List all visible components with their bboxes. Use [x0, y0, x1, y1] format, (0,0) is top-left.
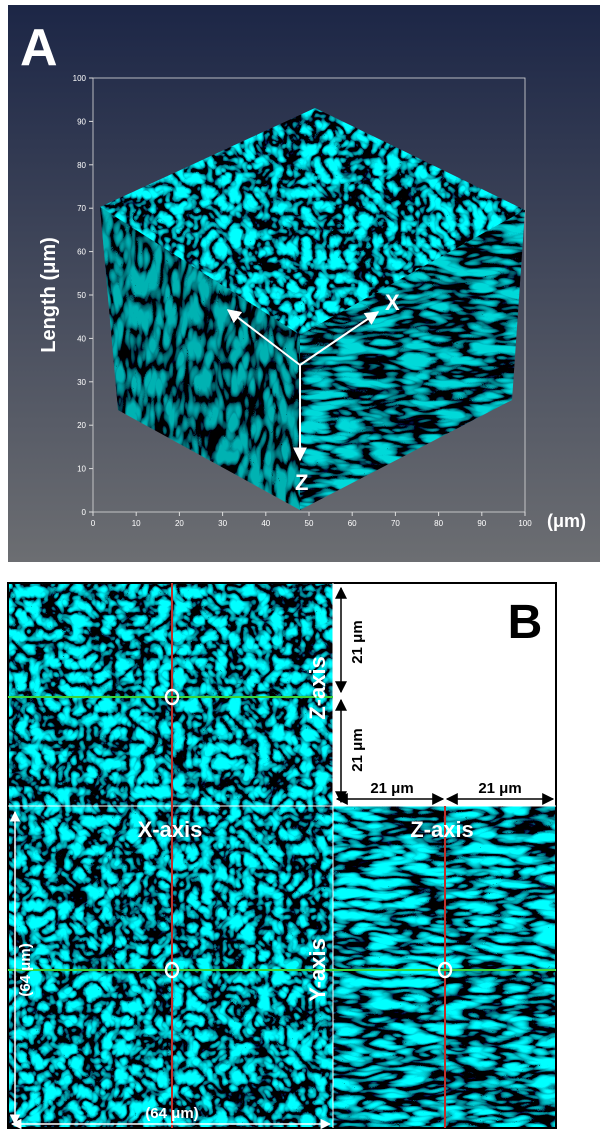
x-tick-label: 30 — [218, 519, 227, 528]
view-label: Z-axis — [305, 656, 330, 720]
dimension-label: 21 μm — [370, 780, 413, 797]
x-tick-label: 80 — [434, 519, 443, 528]
x-axis-unit: (μm) — [547, 511, 586, 531]
panel-label: A — [20, 19, 58, 77]
dimension-label: 21 μm — [478, 780, 521, 797]
x-tick-label: 60 — [348, 519, 357, 528]
x-tick-label: 70 — [391, 519, 400, 528]
dimension-label: (64 μm) — [17, 943, 34, 996]
y-tick-label: 90 — [77, 117, 86, 126]
y-tick-label: 40 — [77, 334, 86, 343]
x-tick-label: 10 — [132, 519, 141, 528]
panel-b: B X-axis Z-axis Z-axis Y-axis 21 μm 21 μ… — [7, 582, 557, 1130]
x-tick-label: 50 — [305, 519, 314, 528]
x-tick-label: 0 — [91, 519, 96, 528]
axis-x-label: X — [385, 290, 400, 315]
view-label: Y-axis — [305, 938, 330, 1002]
y-tick-label: 60 — [77, 248, 86, 257]
panel-label: B — [508, 596, 543, 649]
view-label: Z-axis — [410, 817, 474, 842]
x-tick-label: 100 — [518, 519, 532, 528]
dimension-label: 21 μm — [349, 620, 366, 663]
axis-z-label: Z — [295, 470, 308, 495]
y-tick-label: 30 — [77, 378, 86, 387]
y-tick-label: 70 — [77, 204, 86, 213]
x-tick-label: 20 — [175, 519, 184, 528]
view-label: X-axis — [138, 817, 203, 842]
x-tick-label: 40 — [261, 519, 270, 528]
y-tick-label: 0 — [82, 508, 87, 517]
y-tick-label: 80 — [77, 161, 86, 170]
y-tick-label: 10 — [77, 465, 86, 474]
y-axis-title: Length (μm) — [38, 237, 60, 353]
dimension-label: (64 μm) — [145, 1105, 198, 1122]
y-tick-label: 50 — [77, 291, 86, 300]
x-tick-label: 90 — [477, 519, 486, 528]
y-tick-label: 20 — [77, 421, 86, 430]
y-tick-label: 100 — [73, 74, 87, 83]
dimension-label: 21 μm — [349, 728, 366, 771]
panel-a: 0 10 20 30 40 50 60 70 80 90 100 0 10 20 30 40 50 60 70 80 9… — [8, 5, 600, 562]
